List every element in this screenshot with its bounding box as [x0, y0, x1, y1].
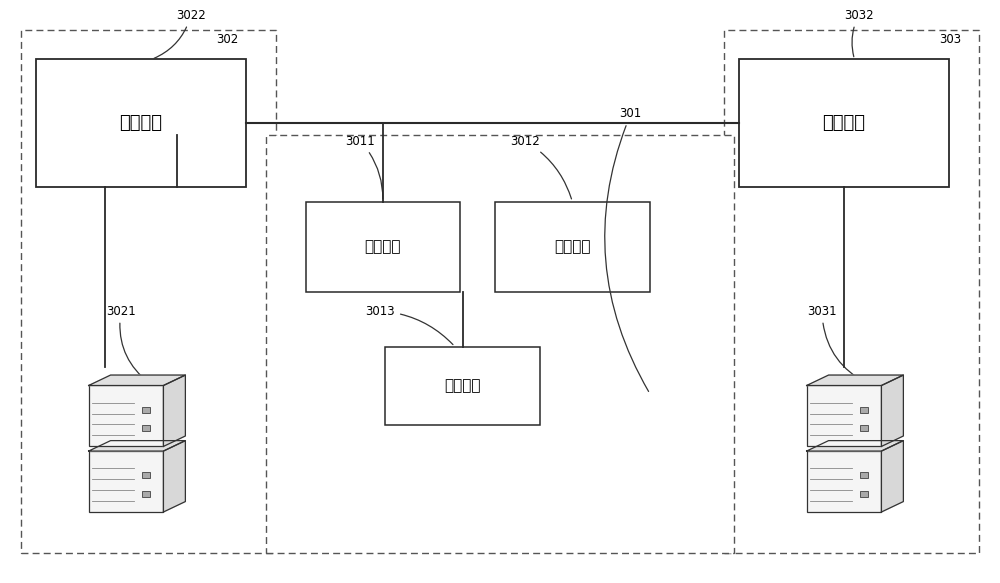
Text: 3011: 3011 — [345, 135, 383, 199]
Text: 切换单元: 切换单元 — [444, 378, 481, 394]
Polygon shape — [163, 375, 185, 447]
Text: 3012: 3012 — [510, 135, 571, 199]
Bar — [142, 407, 150, 413]
Bar — [860, 407, 868, 413]
Bar — [807, 385, 881, 447]
Polygon shape — [807, 441, 903, 451]
Bar — [142, 491, 150, 497]
Bar — [860, 491, 868, 497]
Text: 3021: 3021 — [106, 304, 149, 382]
Text: 302: 302 — [216, 33, 238, 46]
Bar — [36, 59, 246, 187]
Bar — [21, 30, 276, 553]
Text: 3032: 3032 — [844, 9, 874, 57]
Text: 3022: 3022 — [154, 9, 206, 58]
Text: 301: 301 — [605, 107, 649, 391]
Text: 303: 303 — [939, 33, 961, 46]
Text: 网络设备: 网络设备 — [120, 114, 162, 132]
Polygon shape — [89, 375, 185, 385]
Bar — [306, 202, 460, 292]
Bar — [739, 59, 949, 187]
Text: 网络设备: 网络设备 — [823, 114, 866, 132]
Bar — [266, 135, 734, 553]
Text: 3031: 3031 — [807, 304, 867, 383]
Bar — [385, 347, 540, 425]
Polygon shape — [881, 441, 903, 512]
Text: 3013: 3013 — [365, 304, 453, 345]
Bar — [89, 385, 163, 447]
Text: 虚拟单元: 虚拟单元 — [554, 239, 591, 254]
Polygon shape — [89, 441, 185, 451]
Bar — [807, 451, 881, 512]
Bar — [860, 472, 868, 479]
Bar — [495, 202, 650, 292]
Bar — [89, 451, 163, 512]
Polygon shape — [807, 375, 903, 385]
Polygon shape — [163, 441, 185, 512]
Text: 配置单元: 配置单元 — [365, 239, 401, 254]
Bar — [142, 425, 150, 431]
Bar — [860, 425, 868, 431]
Bar — [142, 472, 150, 479]
Polygon shape — [881, 375, 903, 447]
Bar — [724, 30, 979, 553]
